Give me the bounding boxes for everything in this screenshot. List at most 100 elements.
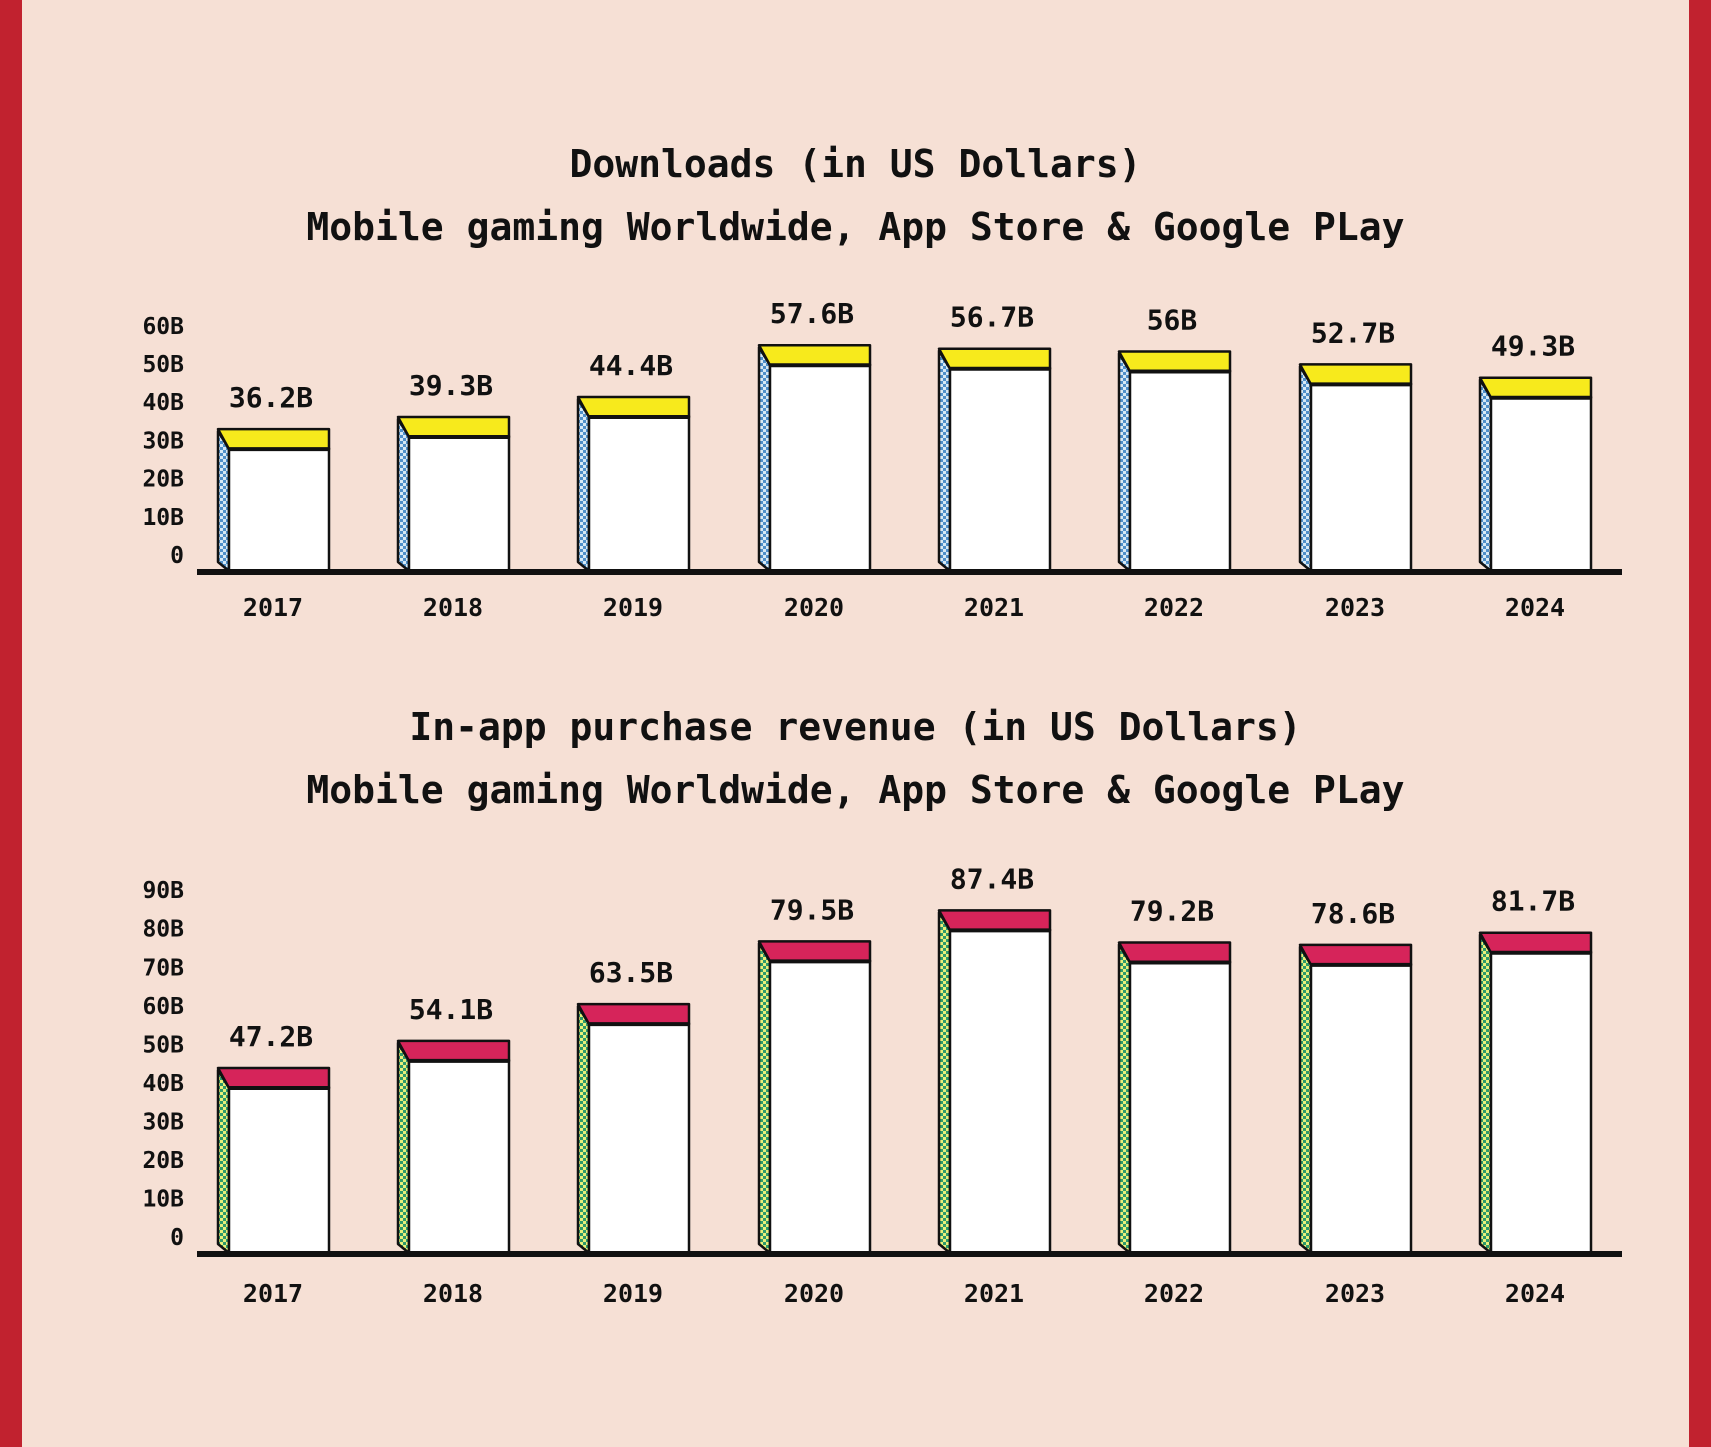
x-tick-label: 2023: [1325, 1279, 1385, 1308]
bar-2021: 87.4B: [937, 862, 1052, 1255]
chart-subtitle: Mobile gaming Worldwide, App Store & Goo…: [306, 768, 1405, 812]
bar-face: [1128, 370, 1232, 573]
bar-face: [407, 435, 511, 573]
bar-side: [1478, 933, 1493, 1255]
bar-2019: 44.4B: [576, 349, 691, 573]
bar-2024: 49.3B: [1478, 330, 1593, 573]
bar-side: [216, 1068, 231, 1255]
bar-cap: [937, 909, 1052, 932]
bar-2019: 63.5B: [576, 956, 691, 1255]
value-label: 63.5B: [589, 956, 673, 989]
value-label: 52.7B: [1311, 316, 1395, 349]
bar-cap: [1117, 350, 1232, 373]
x-tick-label: 2022: [1144, 593, 1204, 622]
bar-face: [1309, 963, 1413, 1255]
value-label: 54.1B: [409, 993, 493, 1026]
bar-2020: 57.6B: [757, 297, 872, 573]
bar-cap: [1298, 363, 1413, 386]
bar-face: [948, 929, 1052, 1255]
bar-cap: [1478, 376, 1593, 399]
y-tick-label: 10B: [142, 1186, 184, 1212]
x-tick-label: 2018: [423, 1279, 483, 1308]
bar-face: [407, 1059, 511, 1255]
bar-side: [396, 417, 411, 573]
y-tick-label: 60B: [142, 314, 184, 340]
bar-side: [1298, 945, 1313, 1255]
bar-face: [587, 415, 691, 573]
chart-title: Downloads (in US Dollars): [569, 142, 1142, 186]
revenue-plot: 0 10B 20B 30B 40B 50B 60B 70B 80B 90B 47.2B 2017 54.…: [142, 862, 1622, 1308]
bar-2023: 52.7B: [1298, 316, 1413, 573]
value-label: 87.4B: [950, 862, 1034, 895]
bar-cap: [576, 1002, 691, 1026]
bar-side: [937, 911, 952, 1255]
bar-face: [227, 447, 331, 573]
bar-2017: 36.2B: [216, 381, 331, 573]
y-tick-label: 70B: [142, 955, 184, 981]
chart-subtitle: Mobile gaming Worldwide, App Store & Goo…: [306, 205, 1405, 249]
bar-cap: [396, 415, 511, 439]
y-tick-label: 0: [170, 1225, 184, 1251]
value-label: 44.4B: [589, 349, 673, 382]
bar-side: [1117, 943, 1132, 1255]
y-tick-label: 60B: [142, 994, 184, 1020]
value-label: 56.7B: [950, 301, 1034, 334]
revenue-chart: In-app purchase revenue (in US Dollars) …: [22, 690, 1689, 1447]
y-tick-label: 10B: [142, 505, 184, 531]
x-tick-label: 2019: [603, 1279, 663, 1308]
bar-2024: 81.7B: [1478, 885, 1593, 1255]
y-tick-label: 0: [170, 543, 184, 569]
value-label: 36.2B: [229, 381, 313, 414]
value-label: 81.7B: [1491, 885, 1575, 918]
bar-side: [757, 345, 772, 573]
value-label: 78.6B: [1311, 897, 1395, 930]
x-tick-label: 2024: [1505, 1279, 1565, 1308]
bar-2020: 79.5B: [757, 893, 872, 1255]
y-tick-label: 30B: [142, 1109, 184, 1135]
value-label: 79.2B: [1130, 895, 1214, 928]
bar-2018: 39.3B: [396, 369, 511, 573]
x-tick-label: 2024: [1505, 593, 1565, 622]
bar-side: [576, 1004, 591, 1255]
bar-side: [937, 349, 952, 573]
x-tick-label: 2017: [243, 1279, 303, 1308]
downloads-plot: 0 10B 20B 30B 40B 50B 60B 36.2B 2017 39.3B 2018 44.…: [142, 297, 1622, 622]
x-tick-label: 2021: [964, 593, 1024, 622]
bar-cap: [1478, 931, 1593, 954]
bar-cap: [757, 343, 872, 367]
bar-cap: [1298, 943, 1413, 967]
bar-face: [1309, 383, 1413, 573]
chart-title: In-app purchase revenue (in US Dollars): [409, 705, 1302, 749]
bar-cap: [216, 427, 331, 451]
value-label: 56B: [1147, 303, 1198, 336]
x-tick-label: 2018: [423, 593, 483, 622]
value-label: 39.3B: [409, 369, 493, 402]
y-tick-label: 50B: [142, 1032, 184, 1058]
bar-cap: [937, 347, 1052, 370]
bar-face: [1489, 396, 1593, 573]
y-tick-label: 80B: [142, 917, 184, 943]
bar-cap: [216, 1066, 331, 1090]
bar-face: [768, 960, 872, 1255]
x-tick-label: 2017: [243, 593, 303, 622]
x-tick-label: 2019: [603, 593, 663, 622]
bar-face: [587, 1022, 691, 1255]
bar-face: [1489, 951, 1593, 1255]
bar-side: [1298, 365, 1313, 573]
infographic-panel: Downloads (in US Dollars) Mobile gaming …: [22, 0, 1689, 1447]
x-tick-label: 2021: [964, 1279, 1024, 1308]
y-tick-label: 30B: [142, 428, 184, 454]
bar-2018: 54.1B: [396, 993, 511, 1255]
x-tick-label: 2023: [1325, 593, 1385, 622]
y-tick-label: 20B: [142, 1148, 184, 1174]
bar-2021: 56.7B: [937, 301, 1052, 573]
bar-face: [948, 367, 1052, 573]
bar-side: [1117, 352, 1132, 573]
bar-cap: [757, 940, 872, 963]
bar-side: [216, 429, 231, 573]
bar-2022: 79.2B: [1117, 895, 1232, 1255]
value-label: 49.3B: [1491, 330, 1575, 363]
bar-face: [768, 363, 872, 573]
value-label: 47.2B: [229, 1020, 313, 1053]
x-tick-label: 2022: [1144, 1279, 1204, 1308]
